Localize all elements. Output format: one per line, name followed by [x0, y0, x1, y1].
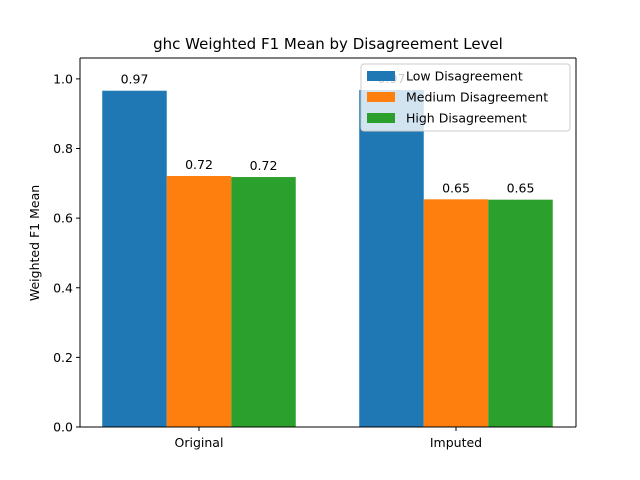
- y-tick-label: 0.0: [53, 420, 73, 435]
- x-tick-label: Original: [175, 435, 224, 450]
- y-tick-label: 0.8: [53, 141, 73, 156]
- y-tick-label: 0.2: [53, 350, 73, 365]
- bars-group: [102, 90, 553, 427]
- bar: [166, 176, 232, 427]
- chart-title: ghc Weighted F1 Mean by Disagreement Lev…: [153, 35, 503, 53]
- bar: [102, 90, 167, 427]
- bar: [231, 177, 296, 427]
- data-label: 0.65: [442, 180, 470, 195]
- y-tick-label: 0.6: [53, 211, 73, 226]
- data-label: 0.72: [185, 157, 213, 172]
- data-label: 0.97: [121, 72, 149, 87]
- bar: [423, 199, 489, 427]
- legend-label: Low Disagreement: [406, 69, 523, 84]
- y-axis-label: Weighted F1 Mean: [27, 185, 42, 301]
- legend-box: [360, 63, 571, 132]
- legend-label: Medium Disagreement: [406, 90, 548, 105]
- y-tick-label: 0.4: [53, 280, 73, 295]
- legend-swatch: [367, 92, 395, 102]
- legend-label: High Disagreement: [406, 111, 527, 126]
- x-tick-label: Imputed: [430, 435, 482, 450]
- data-label: 0.65: [507, 181, 535, 196]
- legend-swatch: [367, 113, 395, 123]
- bar: [488, 199, 553, 427]
- y-tick-label: 1.0: [53, 71, 73, 86]
- axes-group: 0.0 0.2 0.4 0.6 0.8 1.0 Original Imputed: [53, 57, 577, 450]
- legend-swatch: [367, 71, 395, 81]
- bar: [359, 90, 424, 427]
- legend: Low Disagreement Medium Disagreement High …: [360, 63, 571, 132]
- data-label: 0.72: [250, 158, 278, 173]
